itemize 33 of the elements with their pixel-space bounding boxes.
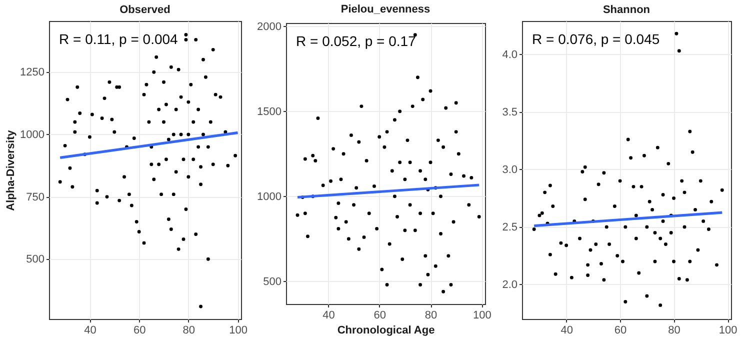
- x-tick-label: 100: [718, 324, 738, 336]
- chart-title: Shannon: [602, 4, 650, 16]
- x-axis-title: Chronological Age: [337, 324, 435, 336]
- y-tick-label: 1500: [257, 106, 282, 118]
- x-tick-label: 100: [229, 324, 248, 336]
- y-tick-label: 2000: [257, 20, 282, 33]
- y-axis-title: Alpha-Diversity: [5, 129, 18, 211]
- annotation: R = 0.052, p = 0.17: [296, 33, 416, 49]
- x-tick-label: 80: [182, 324, 196, 336]
- y-tick-label: 3.5: [502, 106, 518, 118]
- chart-title: Observed: [120, 4, 170, 16]
- x-tick-label: 60: [614, 324, 627, 336]
- y-tick-label: 2.5: [502, 221, 518, 234]
- y-tick-label: 4.0: [502, 48, 518, 61]
- x-tick-label: 80: [424, 310, 438, 322]
- y-tick-label: 750: [26, 191, 44, 204]
- y-tick-label: 500: [26, 254, 44, 266]
- annotation: R = 0.11, p = 0.004: [59, 31, 178, 47]
- y-tick-label: 1000: [257, 190, 282, 203]
- x-tick-label: 40: [322, 310, 335, 322]
- y-tick-label: 3.0: [502, 164, 518, 176]
- y-tick-label: 1000: [20, 128, 44, 141]
- x-tick-label: 40: [84, 324, 96, 336]
- x-tick-label: 60: [133, 324, 146, 336]
- x-tick-label: 100: [472, 310, 492, 322]
- y-tick-label: 1250: [20, 66, 44, 79]
- x-tick-label: 80: [668, 324, 680, 336]
- x-tick-label: 60: [374, 310, 386, 322]
- annotation: R = 0.076, p = 0.045: [532, 31, 660, 47]
- chart-title: Pielou_evenness: [340, 3, 430, 16]
- x-tick-label: 40: [560, 324, 573, 336]
- y-tick-label: 2.0: [502, 278, 518, 291]
- y-tick-label: 500: [263, 276, 282, 288]
